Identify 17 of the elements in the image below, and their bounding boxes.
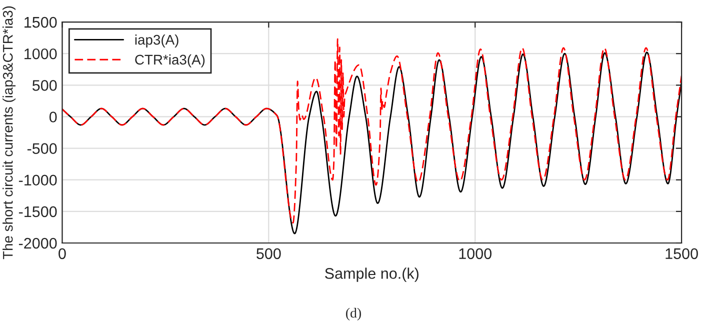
- text: (d): [346, 308, 361, 320]
- legend-label: iap3(A): [135, 34, 178, 48]
- x-tick-label: 500: [256, 248, 281, 260]
- y-tick-label: -2000: [18, 238, 57, 249]
- x-tick-label: 1000: [459, 248, 492, 260]
- x-axis-title: Sample no.(k): [325, 268, 418, 282]
- y-tick-label: 0: [49, 112, 57, 122]
- x-tick-label: 1500: [666, 248, 698, 260]
- y-tick-label: -1000: [18, 174, 57, 186]
- legend-label: CTR*ia3(A): [135, 54, 205, 68]
- y-tick-label: 1000: [24, 48, 57, 60]
- y-tick-label: -500: [27, 143, 57, 154]
- x-tick-label: 0: [58, 248, 66, 260]
- y-tick-label: -1500: [18, 206, 57, 218]
- y-axis-title: The short circuit currents (iap3&CTR*ia3): [2, 6, 16, 260]
- y-tick-label: 500: [32, 80, 57, 91]
- y-tick-label: 1500: [24, 16, 57, 28]
